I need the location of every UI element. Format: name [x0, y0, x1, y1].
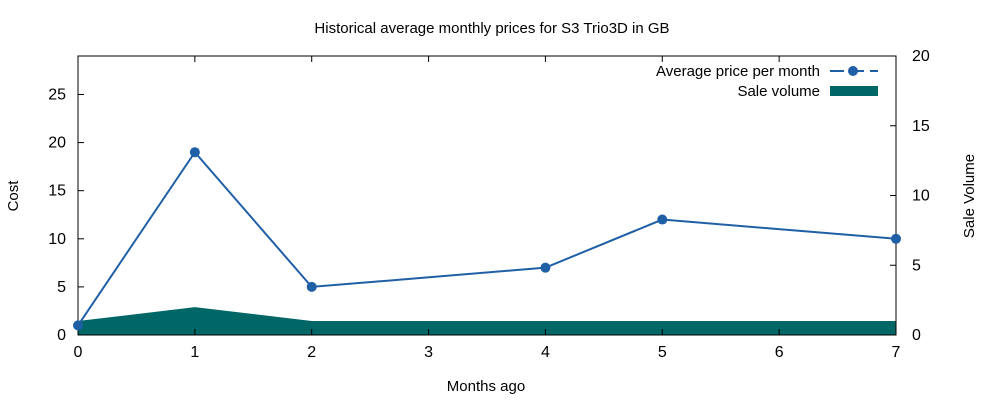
y-tick-label: 5 [57, 279, 66, 296]
x-tick-label: 4 [541, 344, 550, 361]
y2-tick-label: 0 [912, 327, 921, 344]
y-axis-title: Cost [5, 180, 22, 212]
y-tick-label: 15 [48, 183, 66, 200]
y2-tick-label: 15 [912, 118, 930, 135]
x-tick-label: 6 [775, 344, 784, 361]
y-tick-label: 10 [48, 231, 66, 248]
y2-tick-label: 20 [912, 48, 930, 65]
tick-layer: 0 5 10 15 20 25 0 5 10 15 20 0 1 2 3 4 5 6 7 [48, 48, 930, 361]
x-tick-label: 0 [74, 344, 83, 361]
price-point [306, 281, 317, 292]
y-tick-label: 20 [48, 135, 66, 152]
y-tick-label: 25 [48, 86, 66, 103]
x-tick-label: 2 [307, 344, 316, 361]
y2-tick-label: 10 [912, 188, 930, 205]
x-tick-label: 1 [190, 344, 199, 361]
x-tick-label: 5 [658, 344, 667, 361]
x-tick-label: 3 [424, 344, 433, 361]
chart-title: Historical average monthly prices for S3… [314, 20, 669, 37]
legend-label-volume: Sale volume [737, 83, 820, 100]
sale-volume-area [78, 307, 896, 335]
y-tick-label: 0 [57, 327, 66, 344]
price-point [891, 233, 901, 244]
x-tick-label: 7 [892, 344, 901, 361]
y2-tick-label: 5 [912, 257, 921, 274]
price-point [540, 262, 551, 273]
legend: Average price per month Sale volume [656, 63, 878, 100]
price-point [73, 320, 83, 331]
legend-label-price: Average price per month [656, 63, 820, 80]
legend-swatch-volume [830, 86, 878, 96]
sale-volume-area-layer [78, 307, 896, 335]
x-axis-title: Months ago [447, 378, 525, 395]
legend-swatch-price-marker [848, 66, 858, 76]
price-line-layer [73, 147, 901, 331]
price-point [189, 147, 200, 158]
y2-axis-title: Sale Volume [961, 154, 978, 238]
price-line [77, 150, 897, 326]
price-point [657, 214, 668, 225]
